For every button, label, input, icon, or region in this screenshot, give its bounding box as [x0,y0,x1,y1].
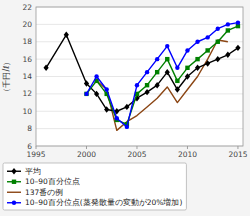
point [165,57,169,61]
point [84,92,88,96]
y-tick-label: 22 [22,3,32,12]
point [215,56,220,62]
grid-line [36,76,243,77]
point [84,80,89,86]
point [195,65,200,71]
point [185,73,190,79]
legend-marker [11,168,16,174]
point [185,66,189,70]
point [124,104,129,110]
point [226,28,230,32]
point [94,74,98,78]
point [195,40,199,44]
point [195,57,199,61]
point [145,70,149,74]
point [104,106,109,112]
legend-label: 137番の例 [25,188,63,197]
plot-frame [36,7,243,146]
series-line [86,26,237,124]
point [155,70,159,74]
point [175,66,179,70]
grid-line [36,24,243,25]
x-tick-label: 2010 [178,150,197,159]
point [155,82,160,88]
point [94,91,99,97]
point [205,35,209,39]
x-tick-label: 1995 [26,150,45,159]
point [175,79,179,83]
point [205,48,209,52]
point [165,44,169,48]
plot-marks [43,20,240,130]
y-tick-label: 8 [27,124,32,133]
legend-swatch [7,192,21,193]
y-tick-label: 20 [22,20,32,29]
x-tick [237,146,238,149]
legend-label: 10–90百分位点(蒸発散量の変動が20%増加) [25,198,182,207]
point [43,65,48,71]
grid-line [36,41,243,42]
x-tick [36,146,37,149]
y-axis-label: （千円/ℓ） [2,58,11,96]
x-tick [86,146,87,149]
point [175,86,180,92]
series-line [46,35,238,111]
point [125,125,129,129]
point [145,83,149,87]
grid-line [36,111,243,112]
point [144,89,149,95]
legend-marker [12,201,16,205]
point [236,20,240,24]
point [84,92,88,96]
point [155,57,159,61]
legend-marker [12,180,16,184]
legend-label: 10–90百分位点 [25,177,80,186]
point [135,83,139,87]
series-line [86,23,237,127]
point [216,40,220,44]
x-tick-label: 2005 [127,150,146,159]
y-tick-label: 12 [22,89,32,98]
y-tick-label: 18 [22,37,32,46]
point [104,87,108,91]
point [165,69,170,75]
legend-frame [3,163,186,210]
x-tick [136,146,137,149]
y-tick-label: 14 [22,72,32,81]
legend-label: 平均 [25,167,41,176]
grid-line [36,128,243,129]
plot-area [36,7,243,146]
legend: 平均10–90百分位点 137番の例10–90百分位点(蒸発散量の変動が20%増加… [3,163,186,210]
grid-line [36,93,243,94]
y-tick-label: 16 [22,55,32,64]
y-tick-label: 10 [22,107,32,116]
point [64,32,69,38]
point [205,60,210,66]
grid-line [36,59,243,60]
chart: 681012141618202219952000200520102015（千円/… [0,0,250,216]
point [225,52,230,58]
point [185,48,189,52]
point [226,22,230,26]
point [115,116,119,120]
x-tick-label: 2000 [77,150,96,159]
point [235,45,240,51]
x-tick-label: 2015 [228,150,247,159]
x-tick [187,146,188,149]
point [216,27,220,31]
